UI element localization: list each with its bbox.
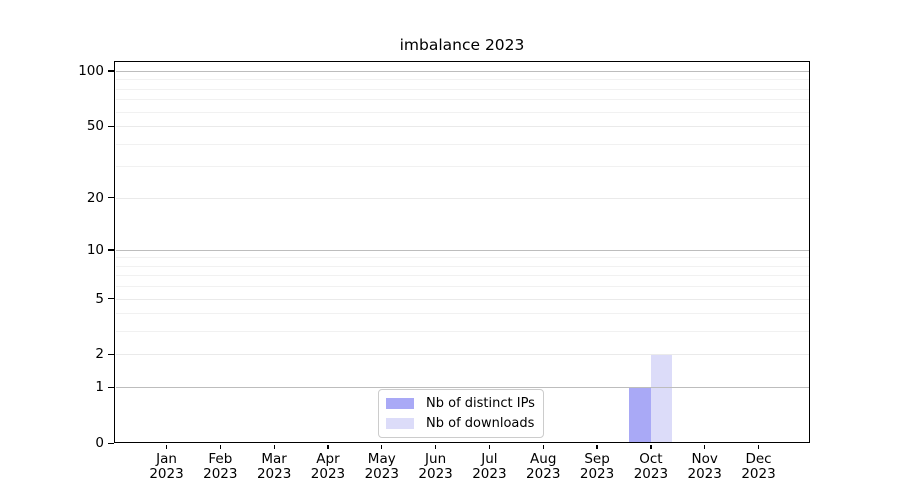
x-tick-year: 2023 [472,466,507,482]
x-tick-may [381,444,383,449]
x-tick-year: 2023 [256,466,292,482]
x-tick-oct [650,444,652,449]
labeled-gridline-2 [116,354,809,356]
y-tick-label-50: 50 [86,118,104,135]
minor-gridline-90 [116,79,809,81]
labeled-gridline-5 [116,298,809,300]
x-tick-mar [273,444,275,449]
y-tick-label-2: 2 [95,346,104,363]
x-tick-month: Aug [530,451,557,467]
y-tick-2 [107,353,114,356]
labeled-gridline-20 [116,197,809,199]
x-tick-jan [165,444,168,449]
chart-title: imbalance 2023 [399,36,525,54]
minor-gridline-6 [116,286,809,288]
major-gridline-10 [116,249,809,251]
x-tick-label-may: May 2023 [354,452,410,482]
x-tick-feb [219,444,222,449]
y-tick-50 [107,125,114,127]
x-tick-year: 2023 [418,466,453,482]
minor-gridline-8 [116,265,809,267]
x-tick-dec [757,444,760,449]
x-tick-year: 2023 [203,466,238,482]
x-tick-sep [596,444,598,449]
x-tick-year: 2023 [633,466,669,482]
x-tick-label-aug: Aug 2023 [515,452,571,482]
legend-item-downloads: Nb of downloads [386,415,535,432]
y-tick-label-0: 0 [95,435,104,451]
y-tick-label-5: 5 [95,290,104,307]
x-tick-label-oct: Oct 2023 [623,452,679,482]
y-tick-1 [107,386,114,388]
x-tick-month: May [367,451,396,467]
x-tick-label-jul: Jul 2023 [461,452,517,482]
minor-gridline-30 [116,166,809,168]
x-tick-label-feb: Feb 2023 [192,452,248,482]
major-gridline-100 [116,70,809,72]
minor-gridline-80 [116,88,809,90]
x-tick-month: Feb [208,451,233,467]
x-tick-month: Jun [425,451,447,467]
x-tick-label-jun: Jun 2023 [408,452,464,482]
x-tick-year: 2023 [310,466,346,482]
minor-gridline-4 [116,313,809,315]
x-tick-apr [327,444,329,449]
x-tick-label-nov: Nov 2023 [677,452,733,482]
x-tick-jun [435,444,437,449]
y-tick-20 [107,197,114,199]
minor-gridline-40 [116,143,809,145]
x-tick-year: 2023 [149,466,184,482]
legend-label-distinct-ips: Nb of distinct IPs [426,396,535,411]
minor-gridline-7 [116,275,809,277]
minor-gridline-60 [116,111,809,113]
y-tick-10 [107,249,114,251]
legend-swatch-distinct-ips [386,398,414,409]
x-tick-month: Sep [584,451,610,467]
x-tick-month: Jul [481,451,498,467]
y-tick-label-20: 20 [86,189,104,206]
x-tick-jul [488,444,491,449]
x-tick-month: Apr [316,451,340,467]
y-tick-label-1: 1 [95,379,104,396]
y-tick-0 [107,442,114,444]
major-gridline-1 [116,387,809,389]
legend-swatch-downloads [386,418,414,429]
y-tick-label-10: 10 [86,241,104,258]
x-tick-year: 2023 [526,466,561,482]
x-tick-month: Jan [156,451,177,467]
x-tick-month: Dec [745,451,772,467]
minor-gridline-9 [116,257,809,259]
x-tick-month: Mar [261,451,287,467]
x-tick-year: 2023 [741,466,776,482]
y-tick-5 [107,298,114,300]
x-tick-label-apr: Apr 2023 [300,452,356,482]
legend: Nb of distinct IPs Nb of downloads [378,389,544,438]
legend-item-distinct-ips: Nb of distinct IPs [386,395,535,412]
x-tick-month: Oct [639,451,663,467]
x-tick-year: 2023 [687,466,722,482]
y-tick-100 [107,70,114,72]
bar-nb-of-distinct-ips-oct-2023 [629,387,651,443]
x-tick-label-dec: Dec 2023 [731,452,787,482]
x-tick-month: Nov [691,451,718,467]
labeled-gridline-50 [116,126,809,128]
x-tick-year: 2023 [364,466,399,482]
y-tick-label-100: 100 [78,62,104,79]
minor-gridline-3 [116,331,809,333]
minor-gridline-70 [116,99,809,101]
bar-nb-of-downloads-oct-2023 [650,354,673,443]
x-tick-label-jan: Jan 2023 [139,452,195,482]
x-tick-label-mar: Mar 2023 [246,452,302,482]
legend-label-downloads: Nb of downloads [426,416,535,431]
x-tick-aug [542,444,544,449]
x-tick-year: 2023 [579,466,615,482]
x-tick-label-sep: Sep 2023 [569,452,625,482]
x-tick-nov [704,444,706,449]
